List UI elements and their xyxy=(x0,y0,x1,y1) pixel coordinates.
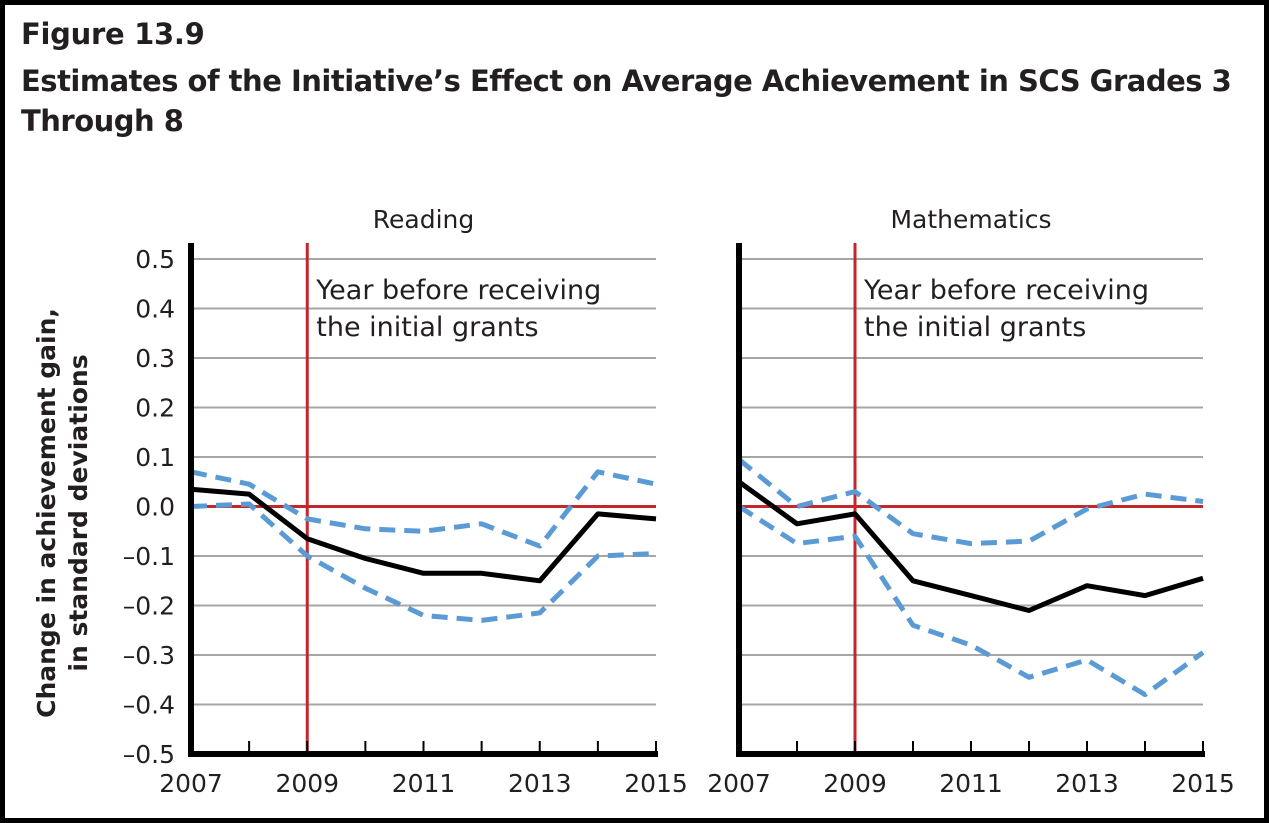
reading-annotation-line2: the initial grants xyxy=(316,312,538,343)
mathematics-series-upper-bound xyxy=(737,457,1204,547)
reading-x-tick-label: 2007 xyxy=(159,769,223,798)
mathematics-series-lower-bound xyxy=(737,504,1205,698)
mathematics-panel-title: Mathematics xyxy=(890,205,1051,234)
mathematics-series-estimate xyxy=(737,479,1204,613)
reading-series-upper-bound xyxy=(190,469,657,549)
reading-x-tick-label: 2009 xyxy=(275,769,339,798)
mathematics-annotation-line1: Year before receiving xyxy=(863,275,1149,306)
y-tick-label: –0.4 xyxy=(123,691,175,720)
reading-series-lower-bound xyxy=(190,501,657,623)
y-tick-label: 0.0 xyxy=(135,493,175,522)
reading-annotation-line1: Year before receiving xyxy=(315,275,601,306)
y-tick-label: –0.2 xyxy=(123,592,175,621)
reading-panel-title: Reading xyxy=(373,205,474,234)
y-tick-label: –0.1 xyxy=(123,542,175,571)
reading-x-tick-label: 2011 xyxy=(392,769,456,798)
mathematics-x-tick-label: 2015 xyxy=(1171,769,1235,798)
y-tick-label: –0.5 xyxy=(123,740,175,769)
y-tick-label: 0.4 xyxy=(135,295,175,324)
y-axis-label-line2: in standard deviations xyxy=(64,354,93,671)
mathematics-annotation-line2: the initial grants xyxy=(864,312,1086,343)
y-tick-label: 0.2 xyxy=(135,394,175,423)
figure-number: Figure 13.9 xyxy=(21,17,205,51)
mathematics-x-tick-label: 2013 xyxy=(1055,769,1119,798)
mathematics-x-tick-label: 2007 xyxy=(707,769,771,798)
reading-series-estimate xyxy=(190,486,657,584)
reading-x-tick-label: 2015 xyxy=(624,769,688,798)
mathematics-x-tick-label: 2011 xyxy=(939,769,1003,798)
chart-area: Change in achievement gain, in standard … xyxy=(32,205,1235,798)
y-tick-label: 0.1 xyxy=(135,443,175,472)
mathematics-x-tick-label: 2009 xyxy=(823,769,887,798)
y-tick-label: 0.3 xyxy=(135,344,175,373)
y-tick-label: –0.3 xyxy=(123,641,175,670)
y-tick-label: 0.5 xyxy=(135,245,175,274)
y-axis-label-line1: Change in achievement gain, xyxy=(32,308,61,718)
figure-title: Estimates of the Initiative’s Effect on … xyxy=(21,64,1232,138)
reading-x-tick-label: 2013 xyxy=(508,769,572,798)
